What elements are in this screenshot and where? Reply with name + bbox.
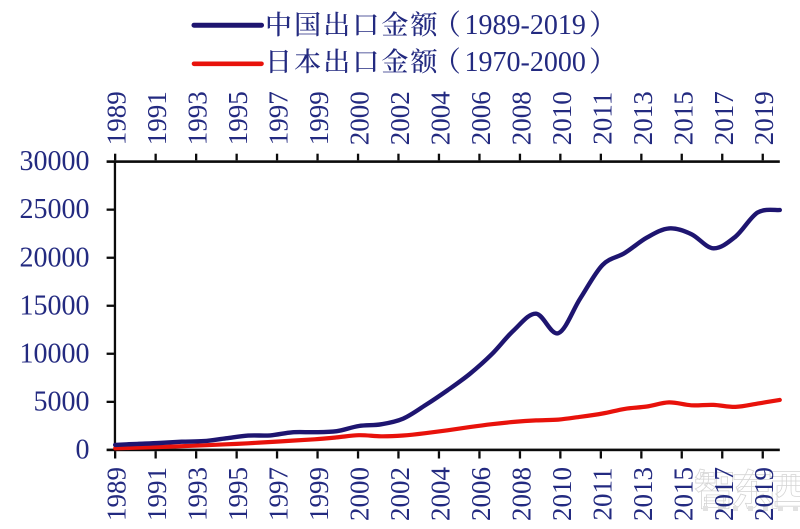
svg-text:15000: 15000 [20,290,90,321]
svg-text:2004: 2004 [426,467,456,522]
svg-text:1989-2019: 1989-2019 [465,10,586,41]
svg-text:2015: 2015 [668,467,698,521]
svg-text:1999: 1999 [304,91,334,145]
svg-text:0: 0 [76,435,90,466]
svg-text:2013: 2013 [628,91,658,145]
svg-text:1997: 1997 [264,467,294,521]
svg-text:2000: 2000 [345,467,375,521]
svg-text:2011: 2011 [587,468,617,521]
svg-text:2006: 2006 [466,91,496,145]
svg-text:1989: 1989 [102,467,132,521]
svg-text:30000: 30000 [20,146,90,177]
svg-text:20000: 20000 [20,242,90,273]
svg-text:1995: 1995 [223,91,253,145]
svg-text:2006: 2006 [466,467,496,521]
svg-text:2008: 2008 [506,91,536,145]
svg-text:2019: 2019 [749,467,779,521]
svg-text:1995: 1995 [223,467,253,521]
svg-text:2011: 2011 [587,92,617,145]
svg-text:1989: 1989 [102,91,132,145]
svg-text:25000: 25000 [20,194,90,225]
svg-text:1970-2000: 1970-2000 [465,47,586,78]
svg-text:2000: 2000 [345,91,375,145]
svg-text:1991: 1991 [142,467,172,521]
svg-text:2017: 2017 [709,91,739,145]
svg-text:1991: 1991 [142,91,172,145]
svg-text:1999: 1999 [304,467,334,521]
svg-text:2002: 2002 [385,467,415,521]
svg-text:2017: 2017 [709,467,739,521]
svg-text:2015: 2015 [668,91,698,145]
svg-text:1993: 1993 [183,91,213,145]
svg-text:5000: 5000 [34,386,90,417]
svg-text:2019: 2019 [749,91,779,145]
svg-text:1993: 1993 [183,467,213,521]
svg-text:2010: 2010 [547,91,577,145]
svg-text:2008: 2008 [506,467,536,521]
svg-text:2010: 2010 [547,467,577,521]
svg-text:10000: 10000 [20,338,90,369]
svg-text:2002: 2002 [385,91,415,145]
svg-text:1997: 1997 [264,91,294,145]
svg-text:2013: 2013 [628,467,658,521]
svg-text:2004: 2004 [426,91,456,146]
